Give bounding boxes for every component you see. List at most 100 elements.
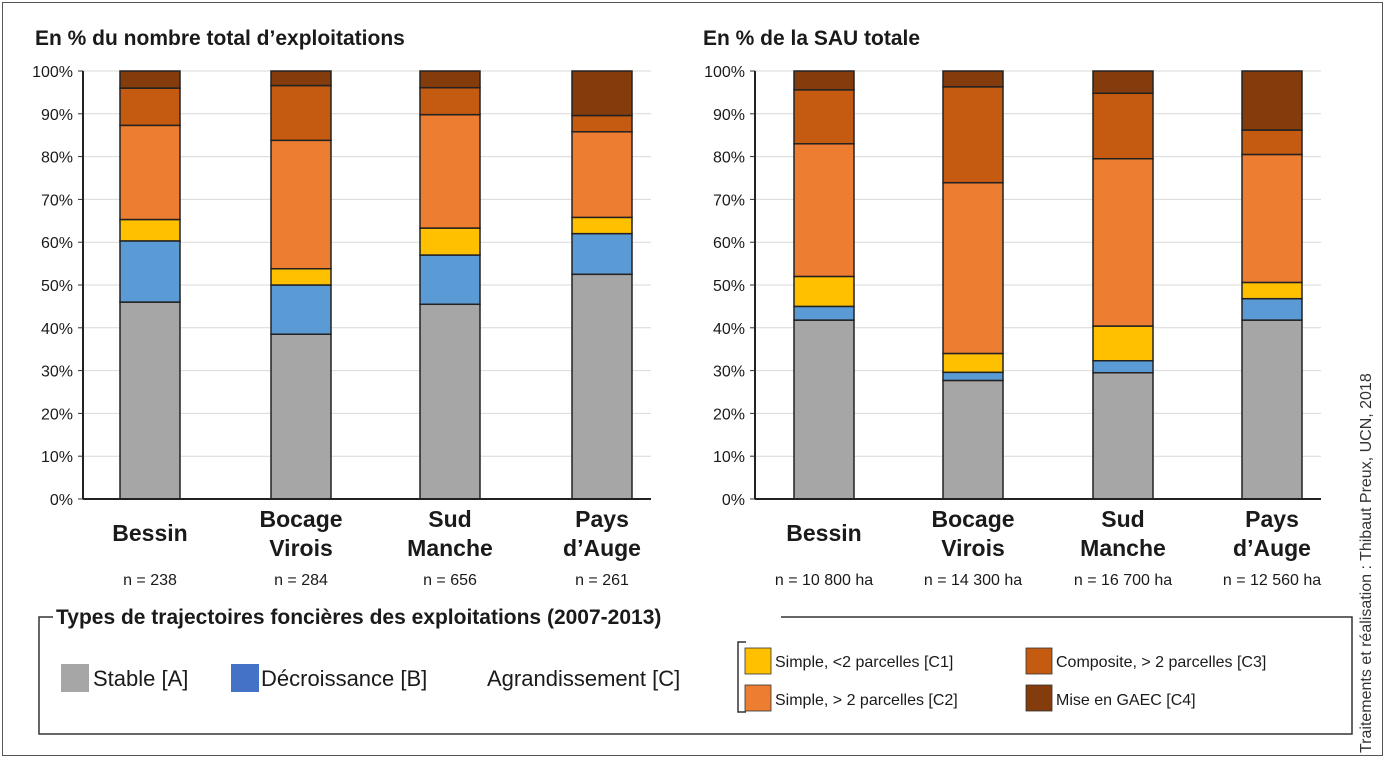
- bar-segment-C4: [793, 70, 855, 91]
- category-label: Sud: [428, 506, 471, 532]
- sample-size-label: n = 12 560 ha: [1223, 572, 1321, 589]
- bar-segment-C4: [1241, 70, 1303, 131]
- bar-segment-C3: [942, 86, 1004, 184]
- category-label: Bessin: [112, 520, 187, 546]
- bar-segment-A: [793, 319, 855, 500]
- bar-segment-C3: [119, 87, 181, 127]
- legend-label-C2: Simple, > 2 parcelles [C2]: [775, 692, 958, 709]
- bar-segment-C2: [1092, 157, 1154, 327]
- y-tick-label: 60%: [713, 235, 745, 252]
- bar-segment-C4: [119, 70, 181, 89]
- bar-segment-A: [1092, 371, 1154, 500]
- chart-1-title: En % du nombre total d’exploitations: [35, 27, 405, 50]
- legend-title: Types de trajectoires foncières des expl…: [56, 606, 661, 629]
- bar-segment-C1: [270, 267, 332, 286]
- legend-label-B: Décroissance [B]: [261, 666, 427, 691]
- legend-swatch-A: [61, 664, 89, 692]
- y-tick-label: 90%: [713, 107, 745, 124]
- category-label: Manche: [407, 535, 493, 561]
- y-tick-label: 30%: [713, 364, 745, 381]
- bar-segment-C3: [1092, 92, 1154, 160]
- category-label: Bessin: [786, 520, 861, 546]
- bar-segment-A: [270, 333, 332, 500]
- y-tick-label: 50%: [41, 278, 73, 295]
- bar-segment-C1: [1092, 325, 1154, 362]
- bar-segment-A: [119, 301, 181, 500]
- y-tick-label: 90%: [41, 107, 73, 124]
- sample-size-label: n = 261: [575, 572, 629, 589]
- legend: Types de trajectoires foncières des expl…: [38, 606, 1353, 735]
- bar-segment-C4: [1092, 70, 1154, 95]
- bar-segment-C2: [571, 131, 633, 219]
- category-label: Virois: [941, 535, 1005, 561]
- legend-swatch-C4: [1025, 684, 1053, 712]
- bar-segment-C3: [419, 86, 481, 116]
- bar-segment-C3: [571, 114, 633, 133]
- legend-label-C1: Simple, <2 parcelles [C1]: [775, 654, 953, 671]
- legend-bracket: [737, 641, 746, 713]
- legend-swatch-C2: [744, 684, 772, 712]
- legend-label-C: Agrandissement [C]: [487, 666, 680, 691]
- category-label: Bocage: [259, 506, 342, 532]
- y-tick-label: 40%: [713, 321, 745, 338]
- category-label: Pays: [575, 506, 629, 532]
- y-tick-label: 0%: [722, 492, 745, 509]
- sample-size-label: n = 14 300 ha: [924, 572, 1022, 589]
- y-tick-label: 10%: [41, 449, 73, 466]
- legend-label-C3: Composite, > 2 parcelles [C3]: [1056, 654, 1266, 671]
- y-tick-label: 50%: [713, 278, 745, 295]
- bar-segment-C1: [1241, 281, 1303, 300]
- category-label: Manche: [1080, 535, 1166, 561]
- y-tick-label: 70%: [41, 192, 73, 209]
- sample-size-label: n = 238: [123, 572, 177, 589]
- y-tick-label: 20%: [713, 406, 745, 423]
- y-tick-label: 30%: [41, 364, 73, 381]
- legend-box: [38, 616, 1353, 735]
- bar-segment-B: [942, 371, 1004, 382]
- sample-size-label: n = 16 700 ha: [1074, 572, 1172, 589]
- y-tick-label: 0%: [50, 492, 73, 509]
- sample-size-label: n = 10 800 ha: [775, 572, 873, 589]
- y-tick-label: 60%: [41, 235, 73, 252]
- bar-segment-A: [419, 303, 481, 500]
- bar-segment-C3: [270, 84, 332, 142]
- y-tick-label: 100%: [32, 64, 73, 81]
- bar-segment-C2: [119, 124, 181, 221]
- category-label: Bocage: [931, 506, 1014, 532]
- bar-segment-C2: [1241, 153, 1303, 284]
- legend-label-C4: Mise en GAEC [C4]: [1056, 692, 1196, 709]
- legend-swatch-B: [231, 664, 259, 692]
- bar-segment-C1: [942, 352, 1004, 374]
- category-label: Pays: [1245, 506, 1299, 532]
- chart-2-title: En % de la SAU totale: [703, 27, 920, 50]
- legend-label-A: Stable [A]: [93, 666, 188, 691]
- y-tick-label: 80%: [713, 150, 745, 167]
- sample-size-label: n = 284: [274, 572, 328, 589]
- bar-segment-C2: [419, 113, 481, 229]
- bar-segment-C2: [270, 139, 332, 270]
- bar-segment-B: [1092, 360, 1154, 374]
- bar-segment-B: [571, 232, 633, 276]
- y-tick-label: 20%: [41, 406, 73, 423]
- bar-segment-C4: [942, 70, 1004, 88]
- figure-canvas: En % du nombre total d’exploitations 0% 1…: [32, 27, 1375, 753]
- bar-segment-C1: [419, 227, 481, 256]
- bar-segment-C4: [571, 70, 633, 117]
- bar-segment-C4: [419, 70, 481, 89]
- bar-segment-C1: [119, 218, 181, 242]
- legend-swatch-C3: [1025, 647, 1053, 675]
- bar-segment-B: [419, 254, 481, 306]
- bar-segment-A: [1241, 319, 1303, 500]
- bar-segment-B: [793, 305, 855, 321]
- y-tick-label: 40%: [41, 321, 73, 338]
- chart-1: 0% 10% 20% 30% 40% 50% 60% 70% 80% 90% 100% Bessin n…: [32, 64, 651, 589]
- category-label: Sud: [1101, 506, 1144, 532]
- y-tick-label: 10%: [713, 449, 745, 466]
- sample-size-label: n = 656: [423, 572, 477, 589]
- bar-segment-C2: [793, 143, 855, 278]
- y-tick-label: 100%: [704, 64, 745, 81]
- bar-segment-B: [119, 240, 181, 303]
- y-tick-label: 70%: [713, 192, 745, 209]
- bar-segment-B: [270, 284, 332, 335]
